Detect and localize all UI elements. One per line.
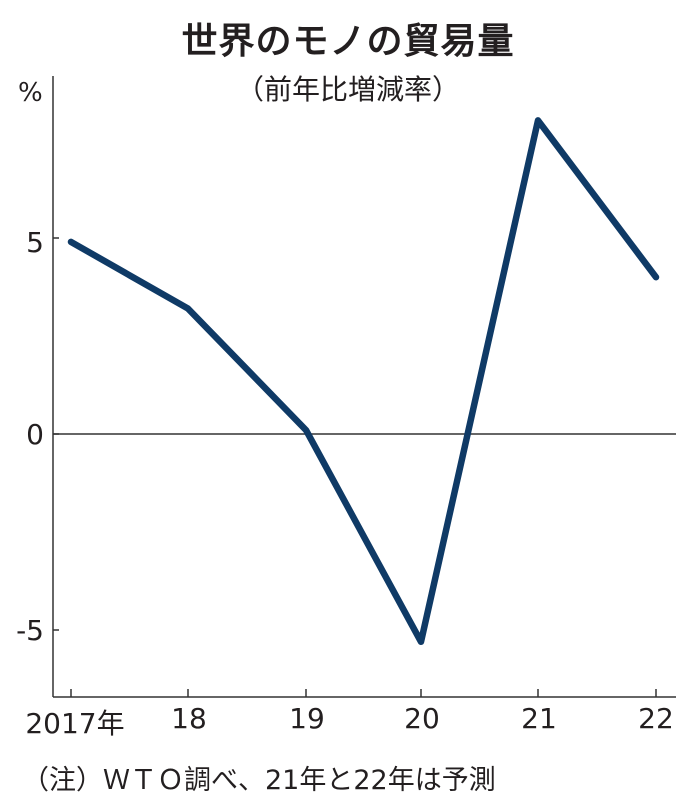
series-line [67,117,660,646]
source-note: （注）ＷＴＯ調べ、21年と22年は予測 [22,765,496,796]
x-tick-label-2021: 21 [521,702,557,735]
chart-subtitle: （前年比増減率） [235,73,460,106]
x-tick-label-2022: 22 [638,702,674,735]
y-tick-label-minus5: -5 [16,614,44,647]
chart-axes [52,76,676,698]
x-tick-label-2017: 2017年 [25,707,125,740]
x-tick-label-2018: 18 [171,702,207,735]
chart-title: 世界のモノの貿易量 [181,21,515,62]
data-series [67,117,660,646]
x-tick-label-2019: 19 [289,702,325,735]
y-axis-unit: % [18,78,43,108]
y-tick-label-0: 0 [26,418,44,451]
x-tick-label-2020: 20 [404,702,440,735]
y-tick-label-5: 5 [26,226,44,259]
